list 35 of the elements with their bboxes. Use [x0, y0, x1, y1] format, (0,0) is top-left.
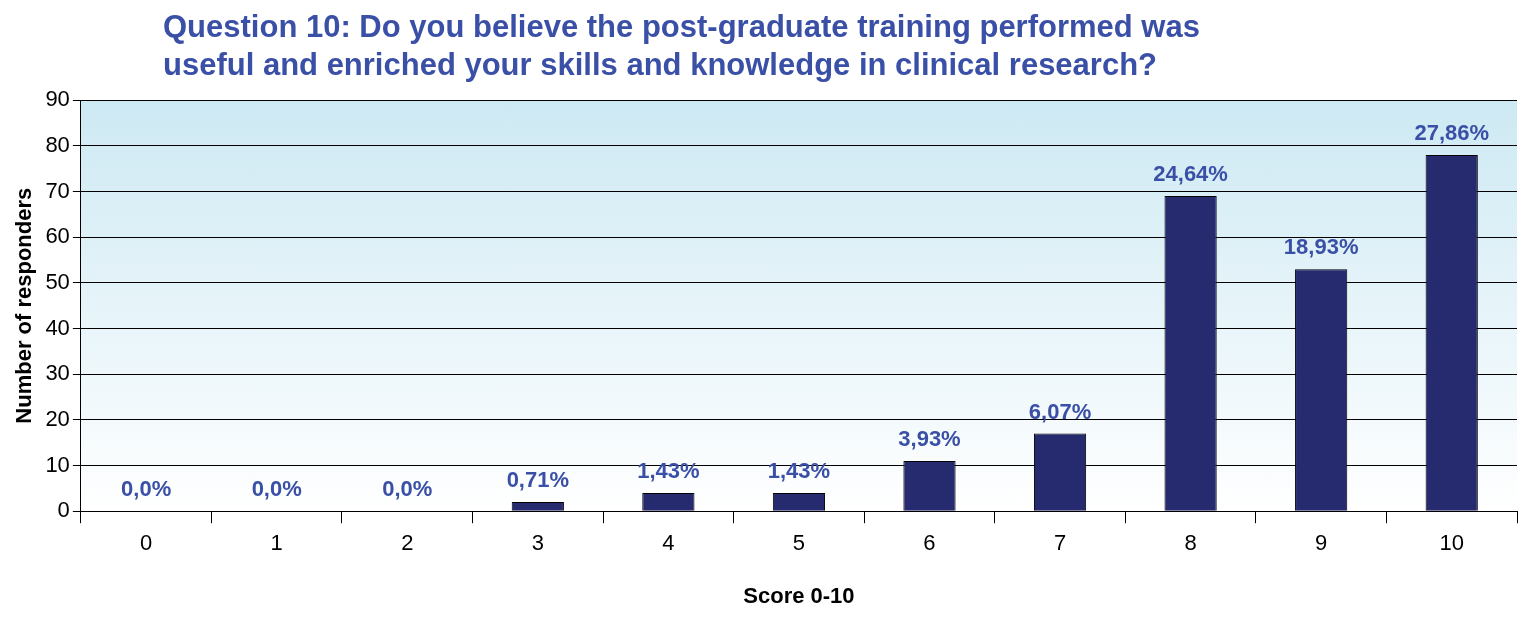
- x-tick-label: 9: [1315, 530, 1328, 556]
- y-tick-label: 10: [45, 451, 70, 477]
- chart-title: Question 10: Do you believe the post-graduate training performed was useful and enriched your skills and knowledge in clinical research?: [162, 8, 1201, 84]
- annotation: 24,64%: [1153, 161, 1228, 187]
- annotation: 0,0%: [382, 476, 433, 502]
- annotation: 0,71%: [506, 467, 570, 493]
- annotation: 0,0%: [251, 476, 302, 502]
- x-tick-label: 0: [140, 530, 153, 556]
- y-axis-title: Number of responders: [11, 187, 37, 424]
- x-tick-label: 8: [1184, 530, 1197, 556]
- y-tick-label: 60: [45, 223, 70, 249]
- x-tick-label: 2: [401, 530, 414, 556]
- y-tick-label: 50: [45, 268, 70, 294]
- annotation: 3,93%: [898, 426, 961, 452]
- y-tick-label: 80: [45, 131, 70, 157]
- annotation: 1,43%: [637, 458, 700, 483]
- y-tick-label: 20: [45, 405, 70, 431]
- x-tick-label: 4: [662, 530, 675, 556]
- x-tick-label: 5: [792, 530, 806, 556]
- annotation: 1,43%: [767, 458, 831, 483]
- annotation: 18,93%: [1283, 234, 1359, 260]
- x-tick-label: 7: [1053, 530, 1067, 556]
- annotation: 6,07%: [1028, 398, 1092, 424]
- x-tick-label: 6: [923, 530, 936, 556]
- annotation: 27,86%: [1414, 120, 1490, 146]
- y-tick-label: 0: [57, 497, 70, 523]
- y-tick-label: 70: [45, 177, 70, 203]
- x-tick-label: 3: [531, 530, 544, 556]
- x-axis-title: Score 0-10: [743, 582, 855, 608]
- y-tick-label: 90: [45, 86, 70, 112]
- y-tick-label: 30: [45, 360, 70, 386]
- y-tick-label: 40: [45, 314, 70, 340]
- x-tick-label: 10: [1439, 530, 1464, 556]
- x-tick-label: 1: [270, 530, 283, 556]
- annotation: 0,0%: [121, 476, 172, 502]
